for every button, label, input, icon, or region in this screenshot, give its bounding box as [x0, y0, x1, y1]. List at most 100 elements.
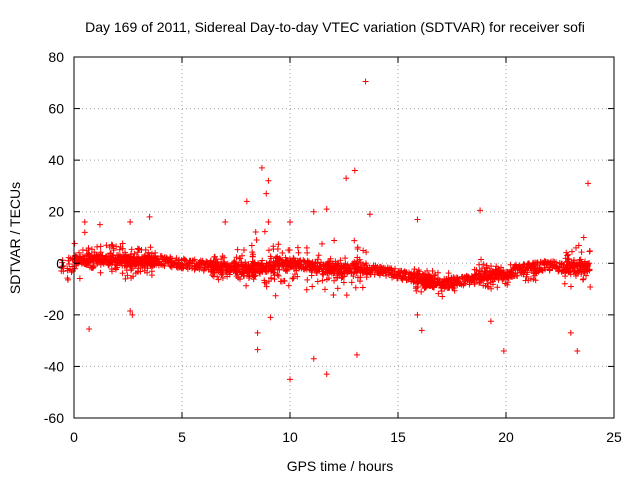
data-point	[451, 287, 458, 294]
data-point	[215, 276, 222, 283]
data-point	[265, 278, 272, 285]
data-point	[340, 279, 347, 286]
x-tick-label: 0	[70, 429, 78, 445]
data-point	[500, 347, 507, 354]
data-point	[148, 250, 155, 257]
data-point	[241, 272, 248, 279]
data-point	[86, 326, 93, 333]
data-point	[410, 272, 417, 279]
data-point	[476, 276, 483, 283]
data-point	[116, 246, 123, 253]
data-point	[83, 247, 90, 254]
data-point	[210, 266, 217, 273]
data-point	[357, 278, 363, 285]
data-point	[390, 272, 397, 279]
data-point	[254, 262, 261, 269]
data-point	[214, 259, 221, 266]
x-tick-label: 25	[606, 429, 622, 445]
data-point	[561, 280, 568, 287]
data-point	[248, 242, 255, 249]
x-axis-label: GPS time / hours	[287, 458, 394, 474]
data-point	[563, 249, 570, 256]
data-point	[435, 290, 442, 297]
data-point	[344, 263, 351, 270]
data-point	[430, 283, 437, 290]
data-point	[495, 265, 502, 272]
data-point	[333, 274, 340, 281]
data-point	[119, 254, 126, 261]
data-point	[135, 258, 142, 265]
data-point	[322, 286, 329, 293]
data-point	[325, 267, 332, 274]
data-point	[429, 267, 436, 274]
data-point	[320, 271, 327, 278]
data-point	[215, 263, 222, 270]
data-points	[58, 78, 594, 383]
data-point	[226, 271, 233, 278]
data-point	[127, 307, 134, 314]
data-point	[287, 258, 294, 265]
data-point	[210, 273, 217, 280]
data-point	[510, 273, 517, 280]
data-point	[363, 274, 370, 281]
data-point	[324, 270, 331, 277]
data-point	[106, 244, 113, 251]
data-point	[304, 276, 311, 283]
data-point	[305, 258, 312, 265]
data-point	[525, 260, 532, 267]
data-point	[85, 251, 92, 258]
data-point	[240, 246, 247, 253]
data-point	[249, 253, 256, 260]
data-point	[326, 264, 333, 271]
data-point	[319, 277, 326, 284]
data-point	[309, 283, 316, 290]
data-point	[91, 249, 98, 256]
data-point	[59, 263, 66, 270]
data-point	[411, 266, 418, 273]
data-point	[234, 246, 241, 253]
data-point	[132, 270, 139, 277]
data-point	[323, 206, 330, 213]
data-point	[562, 269, 569, 276]
data-point	[128, 246, 135, 253]
data-point	[483, 265, 490, 272]
data-point	[109, 256, 116, 263]
data-point	[128, 265, 135, 272]
data-point	[315, 252, 322, 259]
data-point	[415, 278, 422, 285]
data-point	[494, 284, 501, 291]
data-point	[274, 245, 281, 252]
data-point	[488, 285, 495, 292]
data-point	[331, 277, 338, 284]
data-point	[578, 249, 585, 256]
data-point	[285, 282, 292, 289]
data-point	[290, 255, 297, 262]
data-point	[59, 257, 66, 264]
data-point	[411, 275, 418, 282]
data-point	[259, 264, 266, 271]
data-point	[274, 271, 281, 278]
data-point	[312, 259, 319, 266]
data-point	[445, 270, 452, 277]
data-point	[415, 267, 422, 274]
data-point	[531, 265, 538, 272]
data-point	[480, 261, 487, 268]
data-point	[532, 259, 539, 266]
data-point	[360, 247, 367, 254]
data-point	[424, 267, 431, 274]
data-point	[293, 267, 300, 274]
data-point	[117, 258, 124, 265]
data-point	[238, 262, 245, 269]
data-point	[146, 213, 153, 220]
data-point	[584, 268, 591, 275]
data-point	[81, 219, 88, 226]
y-tick-label: -20	[44, 307, 64, 323]
data-point	[487, 318, 494, 325]
data-point	[87, 256, 94, 263]
data-point	[280, 277, 287, 284]
data-point	[282, 254, 289, 261]
data-point	[507, 261, 514, 268]
data-point	[161, 263, 168, 270]
data-point	[439, 293, 446, 300]
data-point	[304, 262, 311, 269]
